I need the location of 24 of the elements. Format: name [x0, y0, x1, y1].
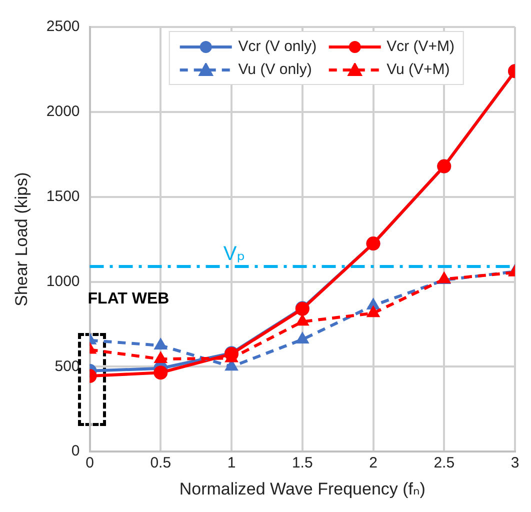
ref-line-label: Vₚ: [223, 242, 246, 265]
legend-label: Vcr (V+M): [386, 38, 455, 55]
y-tick-label: 1000: [46, 272, 80, 290]
x-tick-label: 2.5: [434, 454, 455, 472]
y-tick-label: 500: [54, 358, 80, 375]
point: [296, 314, 309, 326]
y-tick-label: 0: [71, 442, 80, 460]
y-tick-label: 2000: [46, 103, 80, 120]
point: [367, 306, 380, 318]
x-tick-label: 0: [86, 454, 94, 472]
y-tick-label: 2500: [46, 18, 80, 36]
point: [296, 332, 309, 344]
y-axis-title: Shear Load (kips): [12, 172, 31, 306]
legend-label: Vu (V+M): [386, 61, 450, 78]
x-tick-label: 1: [227, 454, 236, 472]
legend-label: Vu (V only): [238, 61, 312, 78]
x-tick-label: 3: [510, 454, 520, 472]
x-tick-label: 1.5: [292, 454, 313, 472]
annotation: FLAT WEB: [88, 290, 170, 308]
x-tick-label: 0.5: [150, 454, 172, 472]
x-tick-label: 2: [369, 454, 378, 472]
legend-label: Vcr (V only): [238, 38, 317, 55]
y-tick-label: 1500: [46, 188, 80, 205]
x-axis-title: Normalized Wave Frequency (fₙ): [179, 479, 426, 498]
